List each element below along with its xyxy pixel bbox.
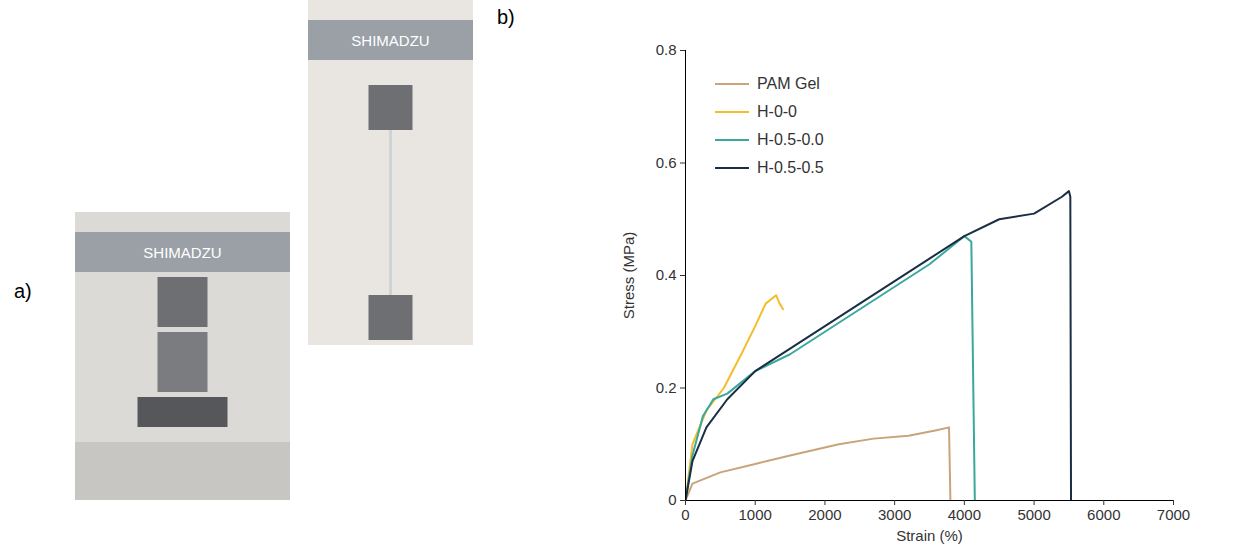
svg-text:0.4: 0.4 [656, 266, 677, 283]
svg-text:0: 0 [681, 506, 689, 523]
svg-text:Strain (%): Strain (%) [896, 527, 963, 544]
html-text:b): b) [497, 6, 515, 28]
svg-text:3000: 3000 [878, 506, 911, 523]
svg-text:0: 0 [668, 491, 676, 508]
svg-text:0.8: 0.8 [656, 41, 677, 58]
svg-text:7000: 7000 [1157, 506, 1190, 523]
html-text:H-0.5-0.0: H-0.5-0.0 [757, 131, 824, 148]
html-text:H-0-0: H-0-0 [757, 103, 797, 120]
html-text:PAM Gel: PAM Gel [757, 75, 820, 92]
svg-text:SHIMADZU: SHIMADZU [143, 244, 221, 261]
html-text:H-0.5-0.5: H-0.5-0.5 [757, 159, 824, 176]
svg-text:2000: 2000 [808, 506, 841, 523]
svg-text:4000: 4000 [948, 506, 981, 523]
svg-text:0.6: 0.6 [656, 154, 677, 171]
svg-text:5000: 5000 [1017, 506, 1050, 523]
svg-text:Stress (MPa): Stress (MPa) [620, 232, 637, 320]
svg-text:0.2: 0.2 [656, 379, 677, 396]
html-text:a): a) [14, 280, 32, 302]
svg-text:6000: 6000 [1087, 506, 1120, 523]
svg-text:1000: 1000 [739, 506, 772, 523]
svg-text:SHIMADZU: SHIMADZU [351, 32, 429, 49]
